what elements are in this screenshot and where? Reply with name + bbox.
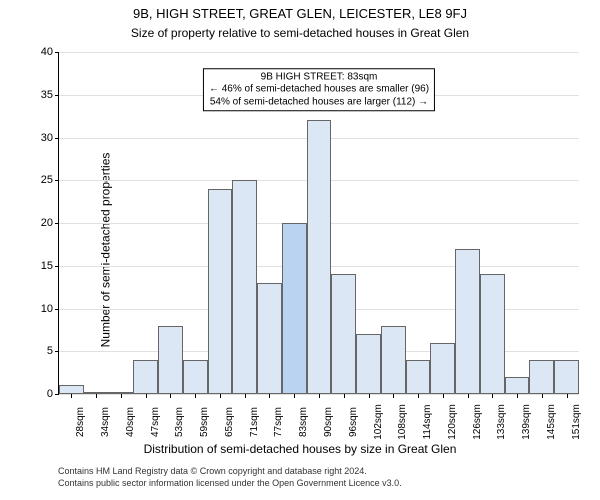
annotation-line: 9B HIGH STREET: 83sqm: [209, 71, 429, 84]
x-tick-mark: [418, 394, 419, 398]
x-tick-mark: [245, 394, 246, 398]
x-tick-label: 96sqm: [344, 407, 359, 437]
x-tick-label: 108sqm: [393, 404, 408, 440]
bar: [430, 343, 455, 394]
x-tick-mark: [319, 394, 320, 398]
chart-title-1: 9B, HIGH STREET, GREAT GLEN, LEICESTER, …: [0, 6, 600, 21]
x-tick-label: 59sqm: [195, 407, 210, 437]
x-tick-mark: [121, 394, 122, 398]
bar-highlight: [282, 223, 307, 394]
y-tick-mark: [55, 223, 59, 224]
bar: [356, 334, 381, 394]
x-tick-label: 139sqm: [517, 404, 532, 440]
bar: [406, 360, 431, 394]
y-tick-mark: [55, 95, 59, 96]
bar: [554, 360, 579, 394]
bar: [158, 326, 183, 394]
x-tick-label: 90sqm: [319, 407, 334, 437]
x-tick-label: 53sqm: [170, 407, 185, 437]
bar: [480, 274, 505, 394]
x-tick-label: 102sqm: [369, 404, 384, 440]
y-tick-mark: [55, 351, 59, 352]
bar: [529, 360, 554, 394]
x-tick-label: 145sqm: [542, 404, 557, 440]
bar: [331, 274, 356, 394]
annotation-box: 9B HIGH STREET: 83sqm← 46% of semi-detac…: [203, 68, 435, 112]
x-tick-mark: [567, 394, 568, 398]
bar: [183, 360, 208, 394]
y-tick-mark: [55, 180, 59, 181]
y-tick-mark: [55, 266, 59, 267]
x-tick-label: 126sqm: [468, 404, 483, 440]
plot-area: 051015202530354028sqm34sqm40sqm47sqm53sq…: [58, 52, 579, 395]
x-tick-mark: [170, 394, 171, 398]
x-tick-label: 40sqm: [121, 407, 136, 437]
x-tick-mark: [492, 394, 493, 398]
gridline: [59, 52, 579, 53]
chart-container: 9B, HIGH STREET, GREAT GLEN, LEICESTER, …: [0, 0, 600, 500]
bar: [257, 283, 282, 394]
x-tick-label: 65sqm: [220, 407, 235, 437]
x-tick-label: 114sqm: [418, 405, 433, 440]
footer-line-1: Contains HM Land Registry data © Crown c…: [58, 466, 367, 476]
x-tick-mark: [393, 394, 394, 398]
x-tick-mark: [443, 394, 444, 398]
bar: [133, 360, 158, 394]
x-tick-mark: [269, 394, 270, 398]
bar: [232, 180, 257, 394]
x-tick-mark: [369, 394, 370, 398]
x-tick-mark: [96, 394, 97, 398]
x-tick-label: 71sqm: [245, 407, 260, 437]
bar: [381, 326, 406, 394]
x-tick-mark: [468, 394, 469, 398]
x-tick-mark: [542, 394, 543, 398]
bar: [505, 377, 530, 394]
x-axis-label: Distribution of semi-detached houses by …: [0, 442, 600, 456]
x-tick-label: 133sqm: [492, 404, 507, 440]
x-tick-label: 77sqm: [269, 407, 284, 437]
x-tick-mark: [517, 394, 518, 398]
x-tick-label: 83sqm: [294, 407, 309, 437]
x-tick-mark: [220, 394, 221, 398]
bar: [455, 249, 480, 394]
bar: [208, 189, 233, 394]
chart-title-2: Size of property relative to semi-detach…: [0, 26, 600, 40]
annotation-line: ← 46% of semi-detached houses are smalle…: [209, 83, 429, 96]
bar: [307, 120, 332, 394]
x-tick-label: 151sqm: [567, 404, 582, 440]
x-tick-mark: [71, 394, 72, 398]
x-tick-mark: [344, 394, 345, 398]
x-tick-label: 47sqm: [146, 407, 161, 437]
y-tick-mark: [55, 309, 59, 310]
x-tick-label: 120sqm: [443, 404, 458, 440]
y-tick-mark: [55, 138, 59, 139]
x-tick-label: 28sqm: [71, 407, 86, 437]
y-tick-mark: [55, 52, 59, 53]
x-tick-mark: [146, 394, 147, 398]
bar: [59, 385, 84, 394]
x-tick-mark: [294, 394, 295, 398]
y-tick-mark: [55, 394, 59, 395]
x-tick-label: 34sqm: [96, 407, 111, 437]
annotation-line: 54% of semi-detached houses are larger (…: [209, 96, 429, 109]
footer-line-2: Contains public sector information licen…: [58, 478, 402, 488]
x-tick-mark: [195, 394, 196, 398]
